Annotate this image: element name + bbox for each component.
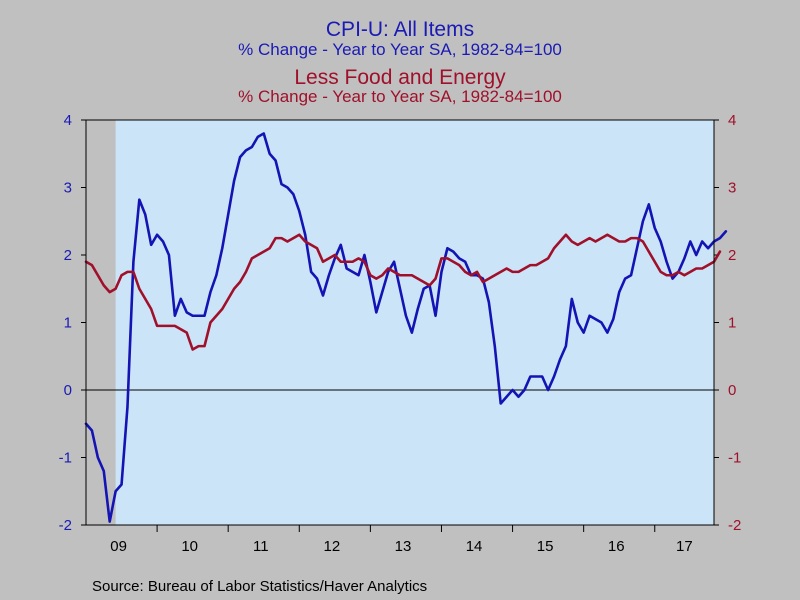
x-tick-label: 15 — [537, 538, 554, 555]
x-tick-label: 13 — [395, 538, 412, 555]
y-tick-label-left: 3 — [64, 180, 72, 197]
chart-subtitle-cpi: % Change - Year to Year SA, 1982-84=100 — [238, 40, 562, 59]
recession-shading — [86, 120, 116, 525]
x-tick-label: 12 — [324, 538, 341, 555]
y-tick-label-right: 3 — [728, 180, 736, 197]
chart-subtitle-core: % Change - Year to Year SA, 1982-84=100 — [238, 87, 562, 106]
plot-frame — [85, 119, 715, 526]
x-tick-label: 09 — [110, 538, 127, 555]
y-tick-label-right: 2 — [728, 247, 736, 264]
x-tick-label: 16 — [608, 538, 625, 555]
series-line-less-food-energy — [84, 233, 722, 351]
y-tick-label-right: 4 — [728, 112, 736, 129]
series-line-cpi-all-items — [84, 132, 728, 523]
y-tick-label-left: 0 — [64, 382, 72, 399]
plot-area — [86, 120, 714, 525]
y-tick-label-left: 1 — [64, 315, 72, 332]
source-note: Source: Bureau of Labor Statistics/Haver… — [92, 578, 428, 595]
x-tick-label: 14 — [466, 538, 483, 555]
y-tick-label-left: -1 — [59, 450, 72, 467]
y-tick-label-right: -2 — [728, 517, 741, 534]
y-tick-label-left: -2 — [59, 517, 72, 534]
x-tick-label: 17 — [676, 538, 693, 555]
y-tick-label-right: 1 — [728, 315, 736, 332]
x-tick-label: 10 — [181, 538, 198, 555]
chart-title-cpi: CPI-U: All Items — [325, 18, 475, 41]
y-tick-label-left: 4 — [64, 112, 72, 129]
x-tick-label: 11 — [253, 538, 269, 555]
chart-title-core: Less Food and Energy — [294, 66, 506, 89]
y-tick-label-right: 0 — [728, 382, 736, 399]
y-tick-label-right: -1 — [728, 450, 741, 467]
y-tick-label-left: 2 — [64, 247, 72, 264]
